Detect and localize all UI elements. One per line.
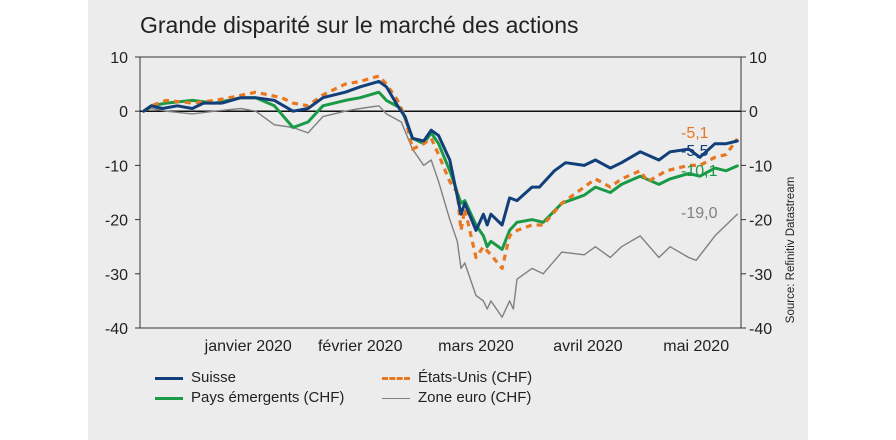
- y-tick-label-right: 0: [749, 104, 758, 121]
- legend-item-zone-euro: Zone euro (CHF): [382, 389, 531, 406]
- series-end-label: -5,5: [681, 143, 709, 160]
- y-tick-label-left: -40: [105, 321, 128, 338]
- legend-swatch-etats-unis: [382, 376, 410, 380]
- series-end-label: -19,0: [681, 205, 718, 222]
- legend-label-zone-euro: Zone euro (CHF): [418, 389, 532, 406]
- legend-label-suisse: Suisse: [191, 369, 237, 386]
- y-tick-label-right: 10: [749, 50, 767, 67]
- plot-frame: [139, 56, 742, 329]
- y-tick-label-left: 10: [110, 50, 128, 67]
- series-end-label: -5,1: [681, 125, 709, 142]
- series-line-2: [142, 90, 739, 251]
- y-tick-label-right: -20: [749, 213, 772, 230]
- legend-label-etats-unis: États-Unis (CHF): [418, 369, 533, 386]
- legend-item-etats-unis: États-Unis (CHF): [382, 369, 532, 386]
- source-note: Source: Refinitiv Datastream: [785, 177, 797, 323]
- y-tick-label-left: -30: [105, 267, 128, 284]
- series-end-label: -10,1: [681, 163, 718, 180]
- legend-item-suisse: Suisse: [155, 369, 236, 386]
- x-tick-label: mars 2020: [438, 338, 514, 355]
- series-line-3: [143, 105, 738, 318]
- x-tick-label: janvier 2020: [204, 338, 292, 355]
- chart-panel: [88, 0, 808, 440]
- legend-swatch-suisse: [155, 376, 183, 380]
- y-tick-label-left: 0: [119, 104, 128, 121]
- x-tick-label: avril 2020: [553, 338, 622, 355]
- chart-title: Grande disparité sur le marché des actio…: [140, 12, 579, 38]
- y-tick-label-right: -10: [749, 158, 772, 175]
- legend-item-pays-emergents: Pays émergents (CHF): [155, 389, 344, 406]
- y-tick-label-left: -10: [105, 158, 128, 175]
- x-tick-label: mai 2020: [663, 338, 729, 355]
- x-tick-label: février 2020: [318, 338, 403, 355]
- y-tick-label-right: -30: [749, 267, 772, 284]
- y-tick-label-left: -20: [105, 213, 128, 230]
- legend-label-pays-emergents: Pays émergents (CHF): [191, 389, 345, 406]
- series-line-1: [142, 74, 739, 270]
- y-tick-label-right: -40: [749, 321, 772, 338]
- series-line-0: [142, 79, 739, 232]
- legend-swatch-pays-emergents: [155, 396, 183, 400]
- legend-swatch-zone-euro: [382, 397, 410, 399]
